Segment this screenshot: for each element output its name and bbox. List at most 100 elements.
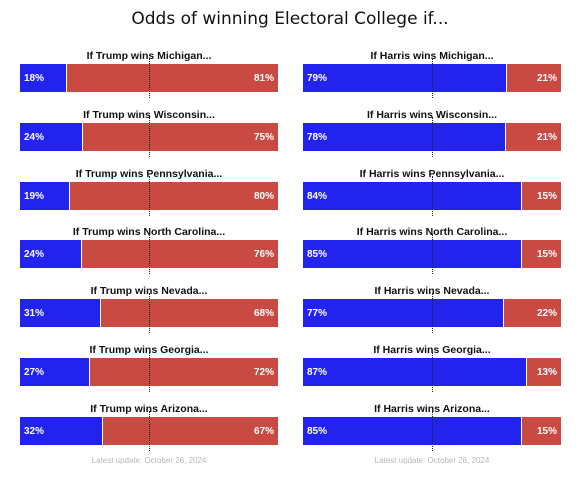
harris-odds-label: 24% bbox=[24, 249, 45, 261]
harris-bar-segment bbox=[20, 358, 89, 386]
scenario-label: If Trump wins Arizona... bbox=[90, 402, 208, 415]
fifty-percent-line bbox=[432, 410, 433, 451]
trump-bar-segment bbox=[507, 64, 561, 92]
scenario-panel-if-harris-wins-nevada: If Harris wins Nevada... 77% 22% bbox=[303, 285, 561, 343]
trump-odds-label: 15% bbox=[536, 425, 557, 437]
scenario-panel-if-harris-wins-wisconsin: If Harris wins Wisconsin... 78% 21% bbox=[303, 109, 561, 167]
scenario-panel-if-harris-wins-arizona: If Harris wins Arizona... 85% 15% bbox=[303, 403, 561, 461]
odds-bar: 85% 15% bbox=[303, 416, 561, 445]
harris-bar-segment bbox=[303, 181, 521, 210]
fifty-percent-line bbox=[149, 58, 150, 98]
fifty-percent-line bbox=[149, 116, 150, 157]
latest-update-left: Latest update: October 26, 2024 bbox=[91, 456, 207, 465]
scenario-label: If Harris wins Michigan... bbox=[370, 50, 494, 62]
fifty-percent-line bbox=[432, 293, 433, 334]
trump-odds-label: 15% bbox=[536, 190, 557, 202]
trump-odds-label: 76% bbox=[253, 249, 274, 261]
harris-bar-segment bbox=[20, 181, 69, 210]
scenario-panel-if-trump-wins-wisconsin: If Trump wins Wisconsin... 24% 75% bbox=[20, 109, 278, 167]
scenario-label: If Trump wins Michigan... bbox=[86, 50, 212, 62]
scenario-label: If Harris wins Wisconsin... bbox=[366, 108, 498, 121]
scenario-panel-if-harris-wins-michigan: If Harris wins Michigan... 79% 21% bbox=[303, 50, 561, 108]
trump-odds-label: 75% bbox=[253, 131, 274, 143]
trump-bar-segment bbox=[103, 416, 278, 445]
harris-odds-label: 19% bbox=[24, 190, 45, 202]
scenario-label: If Trump wins Pennsylvania... bbox=[75, 167, 223, 180]
odds-bar: 31% 68% bbox=[20, 299, 278, 328]
fifty-percent-line bbox=[432, 234, 433, 275]
odds-bar: 85% 15% bbox=[303, 240, 561, 269]
trump-bar-segment bbox=[70, 181, 278, 210]
odds-bar: 84% 15% bbox=[303, 181, 561, 210]
harris-bar-segment bbox=[303, 416, 521, 445]
harris-odds-label: 78% bbox=[307, 131, 328, 143]
chart-title: Odds of winning Electoral College if... bbox=[131, 9, 449, 29]
harris-bar-segment bbox=[303, 122, 505, 151]
scenario-label: If Harris wins Nevada... bbox=[374, 285, 490, 298]
harris-bar-segment bbox=[20, 64, 66, 92]
scenario-panel-if-trump-wins-arizona: If Trump wins Arizona... 32% 67% bbox=[20, 403, 278, 461]
trump-bar-segment bbox=[522, 416, 561, 445]
odds-bar: 79% 21% bbox=[303, 64, 561, 92]
trump-bar-segment bbox=[504, 299, 561, 328]
harris-odds-label: 32% bbox=[24, 425, 45, 437]
trump-odds-label: 68% bbox=[253, 308, 274, 320]
harris-bar-segment bbox=[20, 299, 100, 328]
fifty-percent-line bbox=[149, 234, 150, 275]
harris-odds-label: 18% bbox=[24, 73, 45, 84]
harris-bar-segment bbox=[303, 299, 503, 328]
scenario-panel-if-trump-wins-georgia: If Trump wins Georgia... 27% 72% bbox=[20, 344, 278, 402]
scenario-label: If Trump wins North Carolina... bbox=[72, 226, 226, 239]
fifty-percent-line bbox=[432, 175, 433, 216]
trump-bar-segment bbox=[522, 240, 561, 269]
odds-bar: 77% 22% bbox=[303, 299, 561, 328]
fifty-percent-line bbox=[149, 175, 150, 216]
harris-odds-label: 27% bbox=[24, 367, 45, 378]
fifty-percent-line bbox=[149, 410, 150, 451]
odds-bar: 19% 80% bbox=[20, 181, 278, 210]
trump-odds-label: 67% bbox=[253, 425, 274, 437]
fifty-percent-line bbox=[432, 116, 433, 157]
fifty-percent-line bbox=[432, 352, 433, 392]
trump-bar-segment bbox=[83, 122, 278, 151]
trump-odds-label: 80% bbox=[253, 190, 274, 202]
harris-bar-segment bbox=[20, 122, 82, 151]
trump-odds-label: 15% bbox=[536, 249, 557, 261]
scenario-label: If Harris wins North Carolina... bbox=[356, 226, 508, 239]
scenario-label: If Harris wins Pennsylvania... bbox=[359, 167, 505, 180]
trump-odds-label: 22% bbox=[536, 308, 557, 320]
trump-odds-label: 13% bbox=[536, 367, 557, 378]
scenario-panel-if-harris-wins-pennsylvania: If Harris wins Pennsylvania... 84% 15% bbox=[303, 168, 561, 226]
scenario-panel-if-trump-wins-pennsylvania: If Trump wins Pennsylvania... 19% 80% bbox=[20, 168, 278, 226]
harris-odds-label: 24% bbox=[24, 131, 45, 143]
fifty-percent-line bbox=[149, 293, 150, 334]
odds-bar: 78% 21% bbox=[303, 122, 561, 151]
fifty-percent-line bbox=[149, 352, 150, 392]
harris-odds-label: 87% bbox=[307, 367, 328, 378]
scenario-panel-if-trump-wins-michigan: If Trump wins Michigan... 18% 81% bbox=[20, 50, 278, 108]
trump-bar-segment bbox=[527, 358, 561, 386]
scenario-label: If Trump wins Wisconsin... bbox=[83, 108, 215, 121]
scenario-panel-if-harris-wins-georgia: If Harris wins Georgia... 87% 13% bbox=[303, 344, 561, 402]
trump-odds-label: 21% bbox=[536, 73, 557, 84]
scenario-panel-if-harris-wins-north-carolina: If Harris wins North Carolina... 85% 15% bbox=[303, 226, 561, 284]
odds-bar: 24% 76% bbox=[20, 240, 278, 269]
scenario-panel-if-trump-wins-nevada: If Trump wins Nevada... 31% 68% bbox=[20, 285, 278, 343]
harris-bar-segment bbox=[20, 240, 81, 269]
odds-bar: 18% 81% bbox=[20, 64, 278, 92]
scenario-panel-if-trump-wins-north-carolina: If Trump wins North Carolina... 24% 76% bbox=[20, 226, 278, 284]
harris-bar-segment bbox=[303, 240, 521, 269]
scenario-label: If Trump wins Georgia... bbox=[89, 344, 209, 356]
odds-bar: 32% 67% bbox=[20, 416, 278, 445]
harris-odds-label: 79% bbox=[307, 73, 328, 84]
trump-odds-label: 72% bbox=[253, 367, 274, 378]
trump-bar-segment bbox=[506, 122, 561, 151]
scenario-label: If Harris wins Georgia... bbox=[373, 344, 491, 356]
fifty-percent-line bbox=[432, 58, 433, 98]
harris-odds-label: 85% bbox=[307, 425, 328, 437]
trump-bar-segment bbox=[101, 299, 278, 328]
trump-bar-segment bbox=[522, 181, 561, 210]
scenario-label: If Harris wins Arizona... bbox=[374, 402, 490, 415]
harris-odds-label: 31% bbox=[24, 308, 45, 320]
harris-bar-segment bbox=[303, 358, 526, 386]
